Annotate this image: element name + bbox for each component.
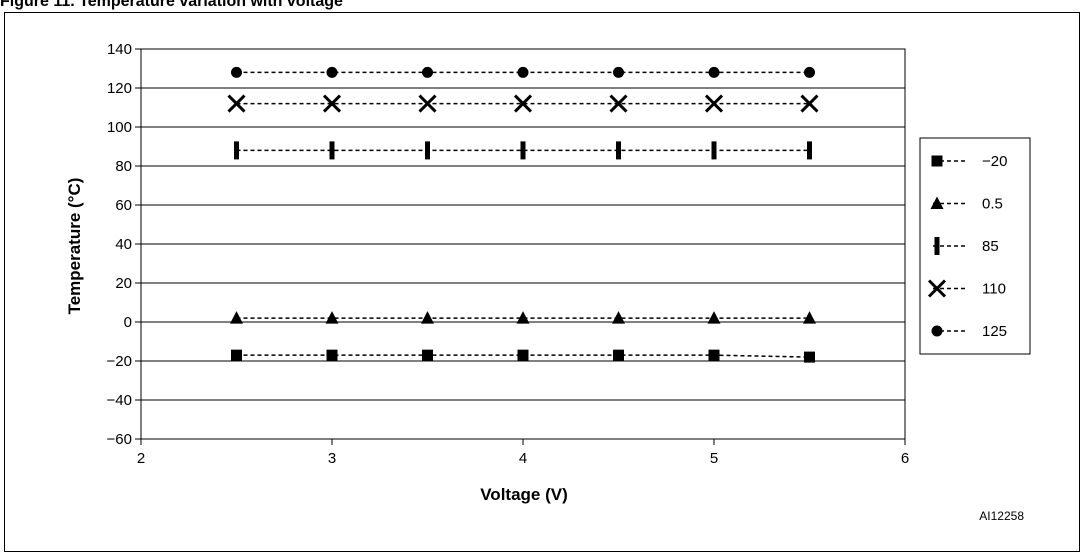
data-point [804,66,815,78]
data-point [326,66,338,78]
legend-marker [931,155,943,167]
legend-item: 125 [931,323,1007,340]
legend-marker [931,325,943,337]
data-point [803,311,816,324]
x-tick-label: 4 [519,450,527,467]
legend-label: 85 [982,238,999,255]
y-tick-label: 120 [107,80,132,97]
figure-reference-code: AI12258 [979,509,1024,523]
data-point [612,311,625,324]
data-point [421,311,434,324]
data-point [326,349,338,361]
y-tick-label: 80 [115,158,132,175]
legend-item: 110 [927,279,1006,298]
data-point [613,349,624,361]
legend-item: 0.5 [930,196,1003,213]
data-point [422,66,433,78]
y-axis-label: Temperature (°C) [65,178,84,315]
data-point [807,141,812,160]
legend-marker [930,196,944,209]
y-tick-label: −20 [107,353,132,370]
data-point [230,311,243,324]
x-tick-label: 2 [137,450,145,467]
y-tick-label: −40 [107,392,132,409]
figure-title: Figure 11. Temperature variation with vo… [0,0,343,10]
data-point [613,66,624,78]
data-point [616,141,621,160]
y-tick-label: 60 [115,197,132,214]
y-tick-label: 20 [115,275,132,292]
y-tick-label: 40 [115,236,132,253]
data-point [517,66,529,78]
data-point [422,349,433,361]
series-square [231,349,815,363]
y-tick-label: 100 [107,119,132,136]
series-triangle [230,311,816,324]
data-point [704,94,724,113]
data-point [711,141,717,160]
data-point [517,349,529,361]
data-point [513,94,533,113]
legend-item: 85 [933,237,999,255]
legend-label: 110 [982,281,1006,298]
grid-lines [141,48,905,440]
y-tick-label: −60 [107,431,132,448]
legend: −20 0.5 85 110 125 [919,137,1031,355]
x-tick-label: 3 [328,450,336,467]
data-point [800,94,819,113]
legend-marker [927,279,947,298]
data-point [325,311,339,324]
y-tick-label: 140 [107,41,132,58]
x-tick-label: 5 [710,450,718,467]
data-point [234,141,239,160]
legend-item: −20 [931,153,1007,170]
series-x [227,94,819,113]
data-point [329,141,335,160]
data-point [609,94,628,113]
data-point [231,66,242,78]
data-point [804,351,815,363]
axes: −60 −40 −20 0 20 40 60 80 100 120 140 2 3 4 5 6 [107,41,910,467]
x-tick-label: 6 [901,450,909,467]
x-axis-label: Voltage (V) [480,485,568,504]
data-point [708,66,720,78]
data-point [231,349,242,361]
legend-label: 0.5 [982,196,1003,213]
legend-label: 125 [982,323,1007,340]
data-point [707,311,721,324]
legend-label: −20 [982,153,1007,170]
series-bar [234,141,812,160]
temperature-voltage-chart: −60 −40 −20 0 20 40 60 80 100 120 140 2 3 4 5 6 −20 0.5 8… [65,41,1031,523]
legend-marker [934,237,940,255]
data-point [418,94,437,113]
data-point [708,349,720,361]
y-tick-label: 0 [124,314,132,331]
data-point [425,141,430,160]
data-point [520,141,526,160]
series-circle [231,66,815,78]
series-group [227,66,819,363]
data-point [516,311,530,324]
data-point [322,94,342,113]
data-point [227,94,246,113]
